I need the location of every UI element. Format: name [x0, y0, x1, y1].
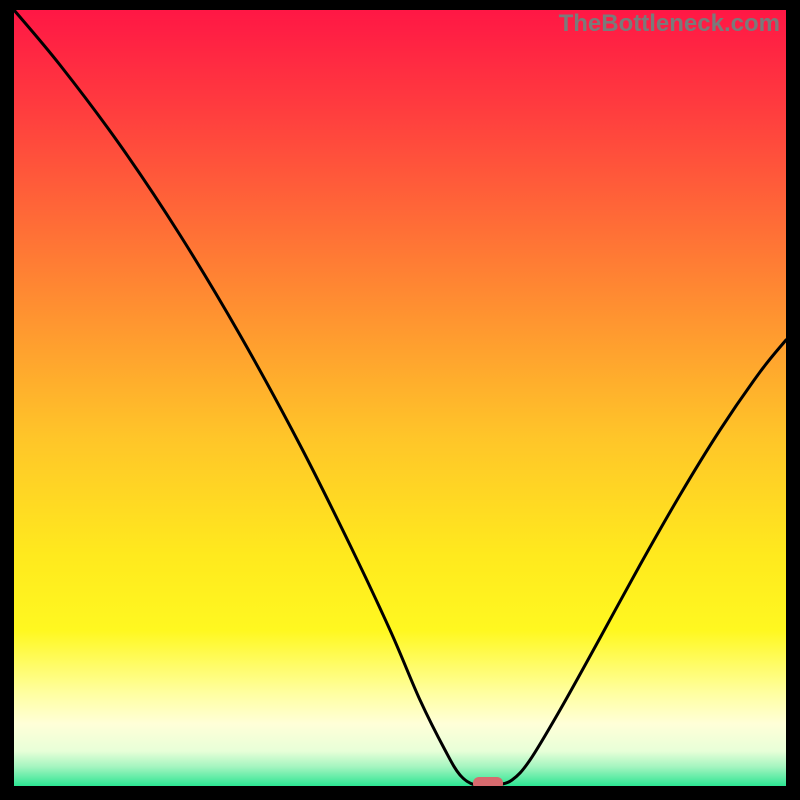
frame-border-right	[786, 0, 800, 800]
frame-border-bottom	[0, 786, 800, 800]
chart-svg	[0, 0, 800, 800]
frame-border-left	[0, 0, 14, 800]
chart-frame: TheBottleneck.com	[0, 0, 800, 800]
watermark-text: TheBottleneck.com	[559, 10, 780, 38]
bottleneck-curve	[14, 10, 786, 786]
frame-border-top	[0, 0, 800, 10]
